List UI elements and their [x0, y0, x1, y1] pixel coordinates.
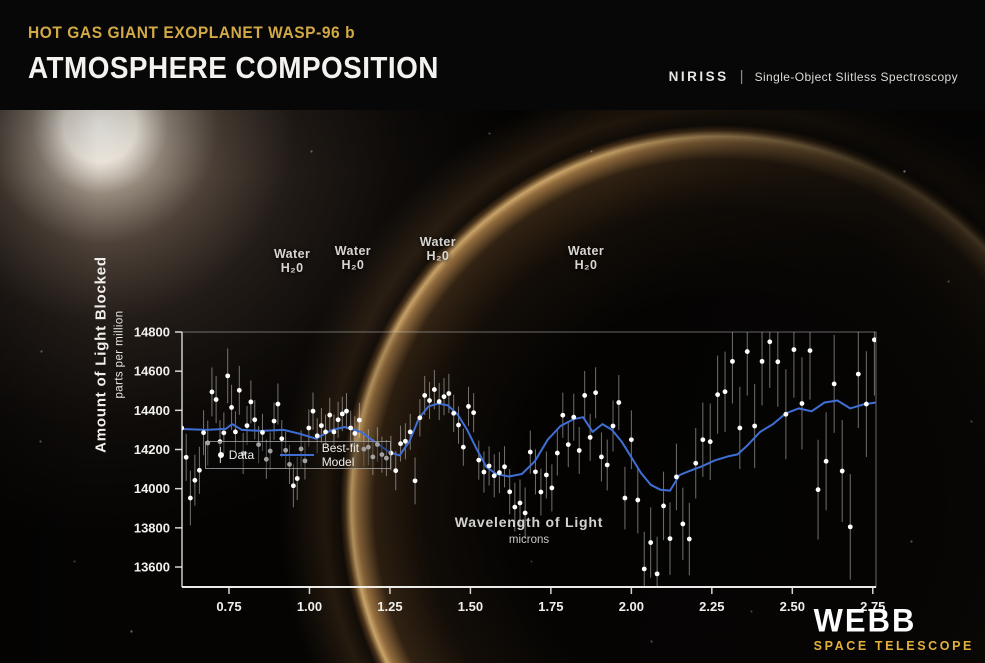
data-series [182, 332, 876, 587]
x-tick-label: 2.00 [619, 599, 644, 614]
instrument-separator: | [739, 68, 744, 85]
y-tick-label: 14400 [134, 403, 170, 418]
instrument-mode: Single-Object Slitless Spectroscopy [754, 69, 958, 84]
y-tick-label: 14600 [134, 364, 170, 379]
instrument-name: NIRISS [668, 69, 729, 84]
water-annotation-2: Water H₂0 [335, 244, 371, 272]
webb-logo-name: WEBB [813, 602, 917, 640]
data-point-icon [217, 447, 224, 463]
x-tick-label: 2.75 [860, 599, 885, 614]
water-annotation-3: Water H₂0 [420, 235, 456, 263]
webb-logo: WEBB SPACE TELESCOPE [813, 602, 974, 653]
x-axis-title-main: Wavelength of Light [455, 514, 603, 530]
x-axis-title-units: microns [455, 534, 603, 546]
best-fit-model-line [182, 399, 876, 492]
x-tick-label: 0.75 [216, 599, 241, 614]
water-annotation-formula: H₂0 [574, 257, 598, 272]
x-tick-label: 1.75 [538, 599, 563, 614]
header-kicker: HOT GAS GIANT EXOPLANET WASP-96 b [28, 24, 356, 42]
page-title: ATMOSPHERE COMPOSITION [28, 50, 439, 85]
y-tick-label: 13800 [134, 520, 170, 535]
water-annotation-formula: H₂0 [426, 248, 450, 263]
y-tick-label: 14200 [134, 442, 170, 457]
x-tick-label: 1.50 [458, 599, 483, 614]
water-annotation-word: Water [273, 247, 311, 262]
background-stars [0, 110, 1, 111]
water-annotation-word: Water [567, 243, 605, 258]
header-band: HOT GAS GIANT EXOPLANET WASP-96 b ATMOSP… [0, 0, 985, 110]
model-line-icon [280, 454, 314, 456]
x-tick-label: 2.25 [699, 599, 724, 614]
space-scene: Amount of Light Blocked parts per millio… [0, 110, 985, 663]
water-annotation-formula: H₂0 [341, 257, 365, 272]
y-tick-label: 14800 [134, 325, 170, 340]
host-star-glow [0, 110, 985, 663]
chart-legend: Data Best-fit Model [205, 441, 391, 469]
webb-logo-subtitle: SPACE TELESCOPE [813, 639, 974, 653]
y-axis-title-main: Amount of Light Blocked [92, 256, 110, 453]
x-axis-title: Wavelength of Light microns [455, 514, 603, 546]
spectrum-chart: 14800 14600 14400 14200 14000 13800 13600 0.75 1… [134, 325, 886, 615]
water-annotation-4: Water H₂0 [568, 244, 604, 272]
legend-model-label: Best-fit Model [321, 441, 360, 469]
y-axis-title-units: parts per million [113, 310, 126, 399]
water-annotation-word: Water [334, 243, 372, 258]
y-axis-title: Amount of Light Blocked parts per millio… [93, 240, 126, 470]
x-tick-label: 1.25 [377, 599, 402, 614]
water-annotation-formula: H₂0 [280, 261, 304, 276]
water-annotation-word: Water [419, 234, 457, 249]
y-tick-label: 13600 [134, 560, 170, 575]
water-annotation-1: Water H₂0 [274, 247, 310, 275]
legend-data-label: Data [228, 448, 255, 462]
x-tick-label: 1.00 [297, 599, 322, 614]
x-tick-label: 2.50 [780, 599, 805, 614]
y-tick-label: 14000 [134, 481, 170, 496]
scene-vignette [0, 110, 985, 663]
instrument-block: NIRISS | Single-Object Slitless Spectros… [669, 68, 958, 85]
